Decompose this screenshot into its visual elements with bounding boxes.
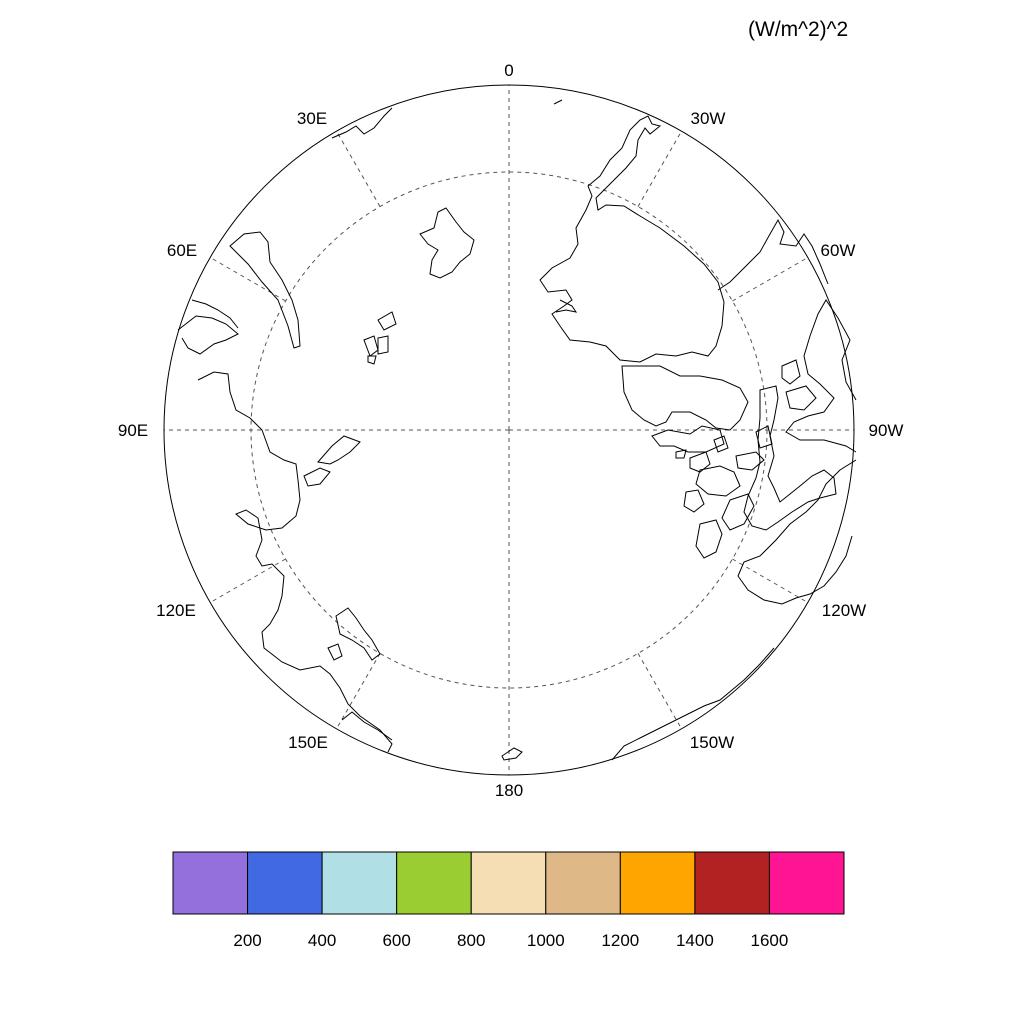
colorbar-tick-label: 1600 (751, 931, 789, 950)
meridian-line (336, 130, 381, 207)
colorbar-box (545, 851, 621, 915)
colorbar-tick-label: 1200 (601, 931, 639, 950)
lon-label-90w: 90W (869, 421, 904, 440)
island-c (683, 489, 705, 513)
colorbar-tick-label: 400 (308, 931, 336, 950)
barents-coast (331, 107, 393, 139)
island-h (781, 359, 801, 385)
meridian-line (732, 257, 809, 302)
wrangel-island (327, 643, 343, 661)
franz-josef-2 (363, 335, 379, 357)
ellesmere-coast (621, 365, 749, 431)
lon-label-150w: 150W (690, 733, 734, 752)
novaya-zemlya-coast (229, 231, 301, 349)
coastlines (177, 99, 857, 761)
lon-label-30e: 30E (297, 109, 327, 128)
hudson-coast (737, 459, 857, 605)
lon-label-90e: 90E (118, 421, 148, 440)
taymyr-coast (191, 299, 239, 329)
meridian-line (209, 257, 286, 302)
meridian-line (336, 653, 381, 730)
meridian-line (732, 558, 809, 603)
colorbar: 200 400 600 800 1000 1200 1400 1600 (172, 851, 845, 950)
units-label: (W/m^2)^2 (748, 18, 849, 41)
lon-label-60w: 60W (821, 241, 856, 260)
franz-josef-3 (377, 335, 389, 355)
severnaya-zemlya (303, 467, 331, 487)
meridian-line (637, 653, 682, 730)
north-america-coast (785, 299, 857, 453)
lon-label-60e: 60E (167, 241, 197, 260)
small-island-180 (501, 747, 523, 761)
baffin-coast (743, 385, 837, 531)
island-d (689, 451, 711, 473)
chukotka-coast (341, 711, 393, 741)
lon-label-30w: 30W (691, 109, 726, 128)
meridian-line (209, 558, 286, 603)
lon-label-0: 0 (504, 61, 513, 80)
colorbar-tick-label: 200 (233, 931, 261, 950)
alaska-north-coast (611, 647, 775, 761)
colorbar-box (694, 851, 770, 915)
banks-island-coast (695, 519, 723, 559)
franz-josef-1 (377, 311, 397, 331)
island-i (785, 385, 817, 411)
colorbar-tick-label: 1000 (527, 931, 565, 950)
island-f (675, 449, 687, 459)
lon-label-180: 180 (495, 781, 523, 800)
colorbar-box (768, 851, 845, 915)
island-e (713, 435, 729, 453)
island-g (755, 425, 773, 449)
latitude-circle-70n (250, 171, 768, 689)
franz-josef-4 (367, 355, 377, 365)
siberia-coast (177, 315, 239, 355)
meridian-line (637, 130, 682, 207)
wrangel-area (335, 607, 381, 661)
colorbar-tick-label: 600 (382, 931, 410, 950)
small-line-top (553, 99, 563, 105)
colorbar-box (172, 851, 249, 915)
colorbar-box (396, 851, 472, 915)
lon-label-120e: 120E (156, 601, 196, 620)
colorbar-box (619, 851, 696, 915)
victoria-island-coast (695, 465, 741, 497)
lon-label-150e: 150E (288, 733, 328, 752)
colorbar-tick-label: 800 (457, 931, 485, 950)
labrador-coast (717, 218, 829, 291)
colorbar-box (247, 851, 323, 915)
lon-label-120w: 120W (822, 601, 866, 620)
graticule (164, 85, 854, 775)
greenland-coast (539, 115, 725, 363)
siberia-mainland (197, 371, 393, 753)
colorbar-box (470, 851, 547, 915)
island-a (721, 493, 755, 531)
map-boundary (163, 84, 855, 776)
greenland-inlet (555, 299, 578, 313)
svalbard-coast (419, 207, 475, 279)
colorbar-tick-label: 1400 (676, 931, 714, 950)
axel-heiberg-coast (651, 425, 725, 453)
new-siberian-islands (317, 435, 361, 465)
longitude-labels: 0 30W 60W 90W 120W 150W 180 150E 120E 90… (118, 61, 904, 800)
island-b (735, 451, 765, 471)
colorbar-box (321, 851, 398, 915)
